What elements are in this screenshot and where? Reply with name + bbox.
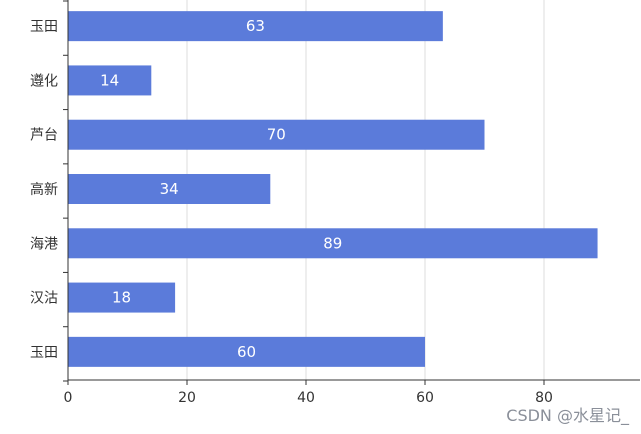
bar	[68, 119, 485, 150]
bar-value-label: 89	[323, 234, 342, 252]
bars: 63 14 70 34 89 18 60	[68, 11, 598, 367]
bar-value-label: 18	[112, 289, 131, 307]
bar	[68, 11, 443, 42]
bar	[68, 228, 598, 259]
category-label: 高新	[30, 181, 58, 198]
x-tick-label: 60	[416, 390, 434, 406]
x-tick-label: 80	[535, 390, 553, 406]
bar-value-label: 14	[100, 71, 119, 89]
category-label: 芦台	[30, 128, 58, 144]
bar-value-label: 63	[246, 17, 265, 35]
x-tick-label: 40	[297, 390, 315, 406]
category-label: 汉沽	[30, 291, 58, 307]
bar	[68, 174, 271, 204]
bar-value-label: 70	[267, 126, 286, 144]
x-tick-label: 0	[64, 390, 73, 406]
bar	[68, 336, 425, 367]
category-label: 海港	[30, 236, 58, 252]
x-tick-label: 20	[178, 390, 196, 406]
bar-value-label: 34	[160, 180, 179, 198]
bar	[68, 282, 176, 313]
bar-value-label: 60	[237, 343, 256, 361]
bar	[68, 65, 152, 96]
category-label: 玉田	[30, 19, 58, 35]
category-label: 玉田	[30, 345, 58, 361]
category-label: 遵化	[30, 72, 58, 89]
watermark: CSDN @水星记_	[506, 406, 629, 425]
